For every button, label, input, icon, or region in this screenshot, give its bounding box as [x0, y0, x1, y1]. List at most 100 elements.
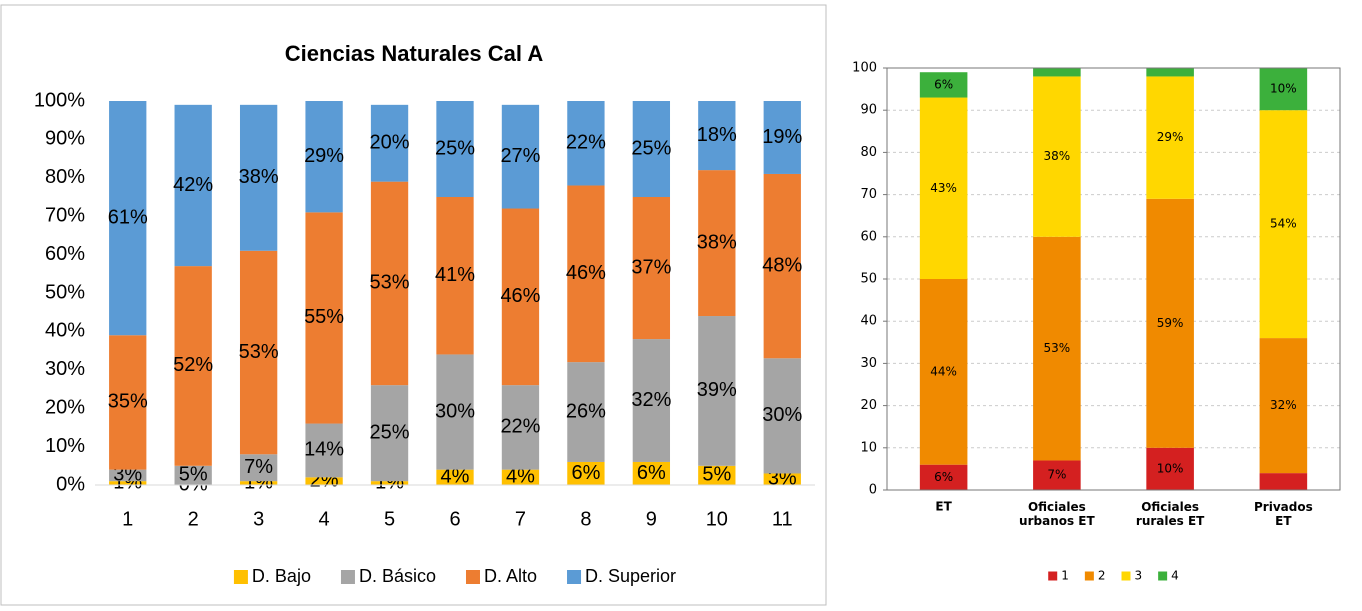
bar-segment [1033, 68, 1081, 77]
data-label: 5% [179, 464, 208, 486]
y-tick-label: 0% [56, 473, 85, 495]
bar-segment [919, 279, 968, 465]
bar-segment [370, 104, 409, 182]
bar-segment [436, 197, 474, 355]
bar-segment [305, 212, 343, 424]
data-label: 6% [571, 462, 600, 484]
y-tick-label: 80 [860, 145, 877, 160]
bar-segment [436, 101, 474, 197]
bar-segment [632, 339, 671, 462]
bar-segment [763, 358, 801, 474]
bar-segment [370, 385, 409, 482]
chart-title: Ciencias Naturales Cal A [285, 41, 544, 66]
y-tick-label: 10% [45, 435, 85, 457]
bar-segment [109, 335, 147, 470]
legend-swatch [340, 570, 355, 584]
bar-segment [436, 354, 474, 470]
x-tick-label: 3 [253, 508, 264, 530]
data-label: 10% [1157, 461, 1184, 475]
data-label: 38% [239, 166, 279, 188]
bar-segment [632, 101, 671, 197]
y-tick-label: 10 [860, 440, 877, 455]
legend-swatch [1084, 571, 1094, 581]
bar-segment [501, 208, 540, 386]
bar-segment [698, 465, 736, 485]
data-label: 7% [1047, 468, 1066, 482]
data-label: 6% [934, 77, 953, 91]
data-label: 18% [697, 124, 737, 146]
data-label: 38% [697, 231, 737, 253]
y-tick-label: 30% [45, 358, 85, 380]
bar-segment [1146, 68, 1194, 77]
x-tick-label: 7 [515, 508, 526, 530]
bar-segment [239, 104, 278, 251]
x-tick-label: 6 [449, 508, 460, 530]
data-label: 14% [304, 439, 344, 461]
x-tick-label: Oficiales urbanos ET [1019, 500, 1095, 528]
data-label: 6% [934, 470, 953, 484]
bar-segment [305, 477, 343, 485]
y-tick-label: 20 [860, 398, 877, 413]
legend-label: 2 [1098, 569, 1106, 583]
data-label: 46% [566, 262, 606, 284]
bar-segment [919, 97, 968, 279]
data-label: 35% [108, 391, 148, 413]
data-label: 43% [930, 181, 957, 195]
bar-segment [567, 362, 605, 462]
data-label: 53% [370, 272, 410, 294]
bar-segment [436, 469, 474, 485]
x-tick-label: 10 [706, 508, 728, 530]
data-label: 61% [108, 206, 148, 228]
bar-segment [919, 464, 968, 490]
bar-segment [632, 197, 671, 340]
data-label: 37% [631, 256, 671, 278]
y-tick-label: 90% [45, 128, 85, 150]
y-tick-label: 0 [869, 483, 877, 498]
y-tick-label: 90 [860, 103, 877, 118]
bar-segment [1259, 68, 1308, 111]
data-label: 4% [441, 466, 470, 488]
x-tick-label: 8 [580, 508, 591, 530]
bar-segment [239, 454, 278, 482]
y-tick-label: 30 [860, 356, 877, 371]
bar-segment [1259, 473, 1308, 490]
legend-swatch [1121, 571, 1131, 581]
data-label: 53% [239, 341, 279, 363]
bar-segment [174, 465, 212, 485]
legend-swatch [1048, 571, 1058, 581]
data-label: 38% [1044, 149, 1071, 163]
x-tick-label: Privados ET [1254, 500, 1313, 528]
legend-swatch [567, 570, 582, 584]
y-tick-label: 40% [45, 320, 85, 342]
bar-segment [1146, 447, 1194, 490]
bar-segment [305, 423, 343, 478]
bar-segment [632, 461, 671, 485]
plot-frame [886, 67, 1341, 491]
y-tick-label: 20% [45, 396, 85, 418]
data-label: 4% [506, 466, 535, 488]
x-tick-label: 2 [188, 508, 199, 530]
y-tick-label: 60% [45, 243, 85, 265]
data-label: 54% [1270, 217, 1297, 231]
x-tick-label: 11 [772, 508, 793, 530]
legend-label: D. Superior [585, 566, 676, 586]
x-tick-label: 4 [319, 508, 330, 530]
bar-segment [698, 170, 736, 317]
data-label: 53% [1044, 341, 1071, 355]
x-tick-label: 1 [122, 508, 133, 530]
data-label: 25% [435, 137, 475, 159]
bar-segment [305, 101, 343, 213]
x-tick-label: ET [935, 500, 952, 514]
bar-segment [1033, 236, 1081, 461]
bar-segment [1259, 110, 1308, 339]
data-label: 20% [370, 132, 410, 154]
bar-segment [239, 481, 278, 485]
data-label: 41% [435, 264, 475, 286]
legend-label: D. Bajo [252, 566, 311, 586]
data-label: 39% [697, 379, 737, 401]
data-label: 46% [500, 285, 540, 307]
data-label: 32% [1270, 398, 1297, 412]
bar-segment [698, 101, 736, 171]
bar-segment [174, 104, 212, 267]
